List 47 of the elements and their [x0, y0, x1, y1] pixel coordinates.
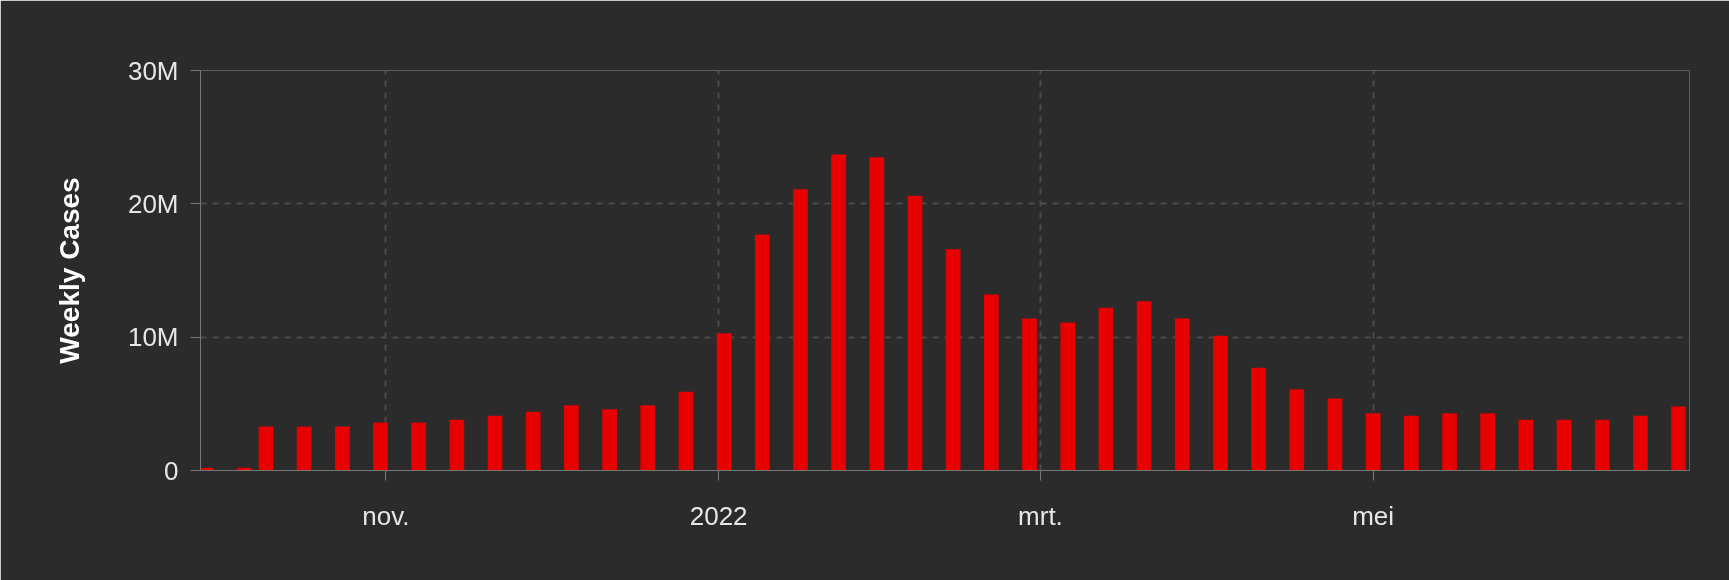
- bar: [640, 405, 656, 471]
- bar: [1060, 322, 1076, 471]
- y-tick-label: 30M: [127, 55, 179, 86]
- bar: [1022, 318, 1037, 471]
- bar: [1671, 406, 1686, 471]
- bar: [1213, 335, 1228, 471]
- x-tick-label: 2022: [689, 500, 748, 531]
- y-tick-label: 20M: [127, 188, 179, 219]
- bar: [564, 405, 579, 471]
- bar: [1480, 413, 1496, 471]
- bar: [945, 249, 961, 471]
- bar: [602, 409, 617, 471]
- bar: [831, 154, 847, 471]
- bar: [258, 426, 274, 471]
- bar: [1633, 415, 1648, 471]
- bar: [678, 391, 694, 471]
- bar: [754, 234, 770, 471]
- bar: [411, 422, 427, 471]
- bar: [1594, 419, 1610, 471]
- bar: [449, 419, 465, 471]
- bar: [1251, 367, 1266, 471]
- bar: [373, 422, 388, 471]
- x-tick-label: mrt.: [1018, 500, 1063, 531]
- bar: [1136, 301, 1152, 471]
- y-tick-label: 0: [164, 455, 179, 486]
- x-tick-label: nov.: [362, 500, 410, 531]
- bar: [1442, 413, 1457, 471]
- bar: [907, 195, 923, 471]
- bar: [1556, 419, 1572, 471]
- bar: [1518, 419, 1534, 471]
- bar: [1098, 307, 1114, 471]
- x-tick-label: mei: [1352, 500, 1395, 531]
- bar: [487, 415, 503, 471]
- bar: [793, 189, 808, 471]
- bar: [1174, 318, 1190, 471]
- bar: [984, 294, 999, 471]
- bar: [1327, 398, 1343, 471]
- bar: [1365, 413, 1381, 471]
- bar: [334, 426, 350, 471]
- y-tick-label: 10M: [127, 322, 179, 353]
- bar: [296, 426, 312, 471]
- bar: [869, 157, 885, 471]
- bar: [1289, 389, 1305, 471]
- bar: [1403, 415, 1419, 471]
- bar: [716, 333, 732, 471]
- bar: [525, 411, 541, 471]
- y-axis-title: Weekly Cases: [53, 177, 85, 364]
